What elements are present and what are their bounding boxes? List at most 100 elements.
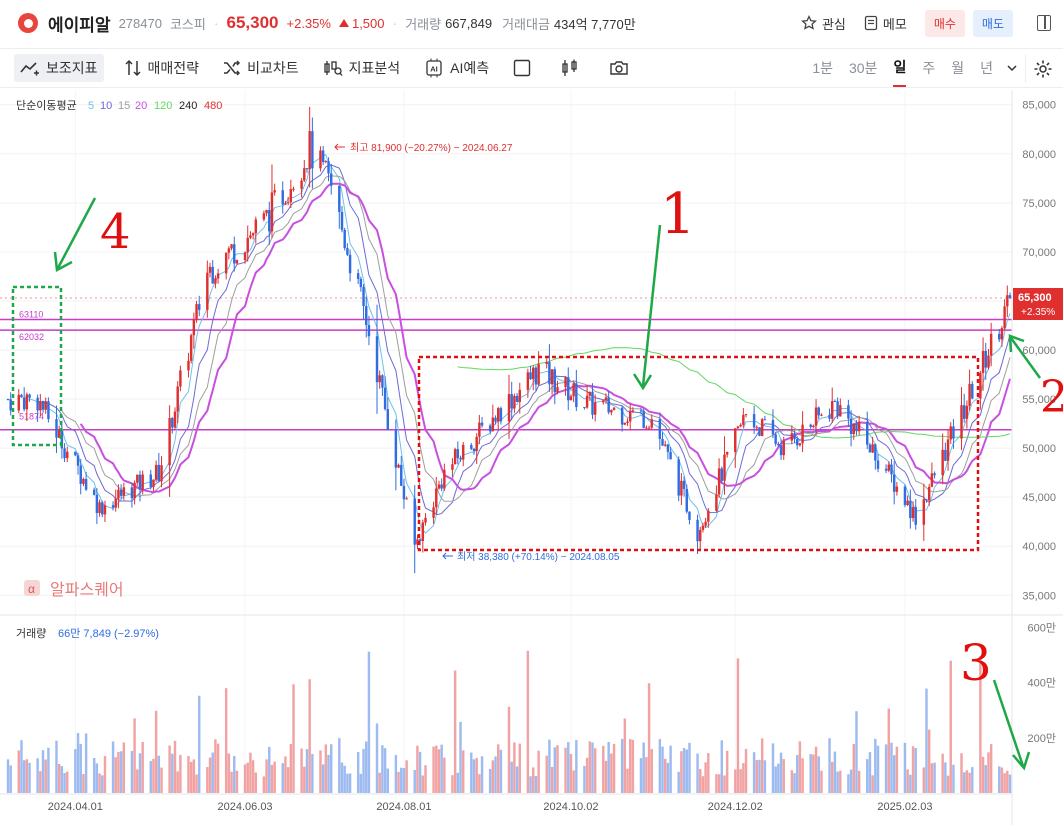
- volume-bar: [443, 757, 446, 793]
- candle-body: [130, 487, 134, 499]
- candle-body: [9, 399, 12, 411]
- indicators-button[interactable]: 보조지표: [14, 54, 104, 82]
- volume-bar: [394, 755, 398, 793]
- volume-bar: [305, 749, 309, 793]
- candle-body: [111, 505, 115, 508]
- volume-bar: [510, 761, 513, 793]
- volume-bar: [421, 775, 425, 793]
- candle-body: [682, 480, 686, 489]
- memo-button[interactable]: 메모: [864, 14, 907, 33]
- volume-bar: [28, 762, 31, 793]
- candle-body: [513, 395, 516, 409]
- volume-bar: [989, 744, 993, 793]
- ma-legend-15: 15: [118, 100, 130, 112]
- svg-text:α: α: [28, 582, 35, 596]
- y-tick-label: 55,000: [1022, 394, 1056, 406]
- volume-bar: [941, 753, 944, 793]
- volume-bar: [497, 744, 500, 793]
- candle-body: [666, 444, 670, 452]
- separator-dot: ·: [213, 15, 219, 31]
- volume-bar: [154, 710, 158, 793]
- candle-type-button[interactable]: [557, 54, 589, 82]
- chevron-down-icon[interactable]: [1005, 61, 1019, 75]
- volume-bar: [971, 767, 974, 793]
- analysis-button[interactable]: 지표분석: [319, 54, 405, 82]
- candle-body: [688, 511, 691, 520]
- volume-bar: [472, 759, 476, 793]
- settings-button[interactable]: [1025, 55, 1059, 83]
- candle-body: [327, 161, 330, 174]
- candle-body: [101, 502, 104, 515]
- volume-bar: [513, 742, 516, 793]
- period-30min[interactable]: 30분: [848, 60, 878, 76]
- volume-bar: [682, 748, 686, 793]
- period-day[interactable]: 일: [893, 49, 907, 87]
- volume-bar: [760, 738, 764, 793]
- compare-button[interactable]: 비교차트: [219, 54, 303, 82]
- candle-body: [437, 484, 441, 489]
- watch-button[interactable]: 관심: [801, 14, 846, 33]
- candle-body: [246, 237, 249, 253]
- candle-body: [962, 405, 966, 419]
- volume-bar: [903, 742, 907, 793]
- volume-bar: [20, 740, 23, 793]
- annotation-arrow-4: [53, 197, 97, 272]
- strategy-button[interactable]: 매매전략: [120, 54, 204, 82]
- volume-bar: [262, 776, 266, 793]
- volume-bar: [927, 729, 931, 793]
- ma-legend-20: 20: [135, 100, 147, 112]
- candle-body: [998, 333, 1001, 340]
- volume-bar: [583, 765, 586, 793]
- indicator-icon: [20, 62, 39, 76]
- period-month[interactable]: 월: [951, 60, 965, 76]
- candle-body: [685, 488, 688, 512]
- ma-legend-120: 120: [154, 100, 172, 112]
- volume-bar: [292, 684, 295, 793]
- volume-bar: [715, 774, 718, 793]
- candle-body: [268, 210, 271, 232]
- candle-body: [793, 433, 796, 440]
- candle-body: [642, 410, 645, 428]
- volume-bar: [22, 760, 26, 793]
- volume-bar: [847, 774, 850, 793]
- volume-bar: [758, 759, 761, 793]
- candle-body: [386, 409, 390, 431]
- sell-button[interactable]: 매도: [972, 9, 1013, 37]
- candle-body: [866, 421, 869, 445]
- candle-body: [305, 168, 309, 170]
- screenshot-button[interactable]: [605, 54, 639, 82]
- ma-legend-240: 240: [179, 100, 197, 112]
- period-1min[interactable]: 1분: [812, 60, 833, 76]
- draw-box-button[interactable]: [509, 54, 541, 82]
- volume-bar: [230, 771, 233, 793]
- candle-body: [946, 439, 950, 461]
- candle-body: [680, 480, 683, 496]
- ai-predict-button[interactable]: AI AI예측: [420, 54, 493, 82]
- period-year[interactable]: 년: [980, 60, 993, 76]
- volume-bar: [839, 770, 842, 793]
- volume-bar: [424, 765, 427, 793]
- candle-body: [152, 479, 155, 487]
- volume-bar: [507, 706, 511, 793]
- volume-bar: [952, 764, 955, 793]
- volume-bar: [890, 742, 893, 793]
- buy-button[interactable]: 매수: [924, 9, 965, 37]
- volume-bar: [704, 762, 707, 793]
- volume-bar: [227, 753, 231, 793]
- volume-bar: [281, 763, 284, 793]
- candle-body: [720, 468, 724, 481]
- candle-body: [480, 422, 484, 426]
- volume-bar: [216, 743, 220, 793]
- candle-body: [790, 433, 794, 441]
- candle-body: [817, 407, 820, 416]
- candle-body: [394, 430, 398, 468]
- volume-bar: [383, 748, 387, 793]
- candle-body: [647, 427, 651, 429]
- side-panel-icon[interactable]: [1037, 15, 1051, 31]
- volume-bar: [593, 748, 597, 793]
- candle-body: [723, 454, 726, 481]
- volume-bar: [76, 733, 80, 793]
- period-week[interactable]: 주: [922, 60, 936, 76]
- annotation-label-2: 2: [1040, 372, 1063, 423]
